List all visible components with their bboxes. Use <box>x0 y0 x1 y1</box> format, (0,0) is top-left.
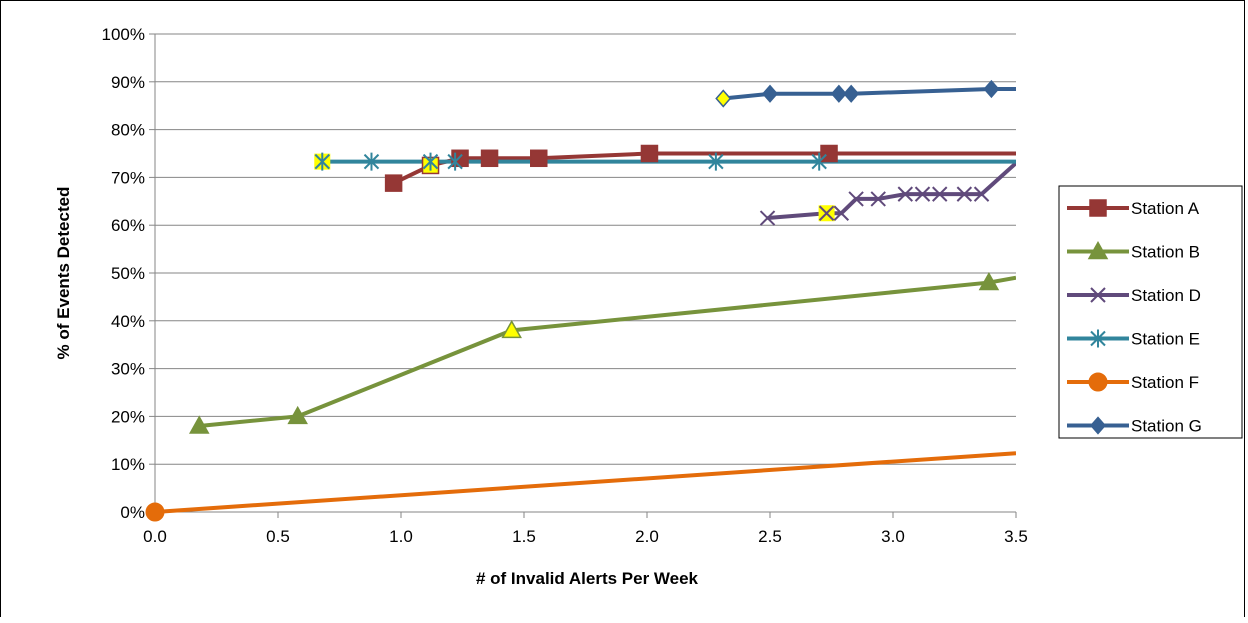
y-tick-label: 0% <box>120 503 145 522</box>
y-tick-label: 80% <box>111 121 145 140</box>
legend-label: Station A <box>1131 199 1200 218</box>
x-tick-label: 3.5 <box>1004 527 1028 546</box>
station-d-point <box>870 191 886 207</box>
station-d-point <box>956 186 973 202</box>
station-d-point <box>897 186 914 202</box>
station-e-point <box>447 152 463 171</box>
x-tick-label: 2.0 <box>635 527 659 546</box>
station-d-point <box>973 186 990 202</box>
y-tick-label: 10% <box>111 455 145 474</box>
x-tick-label: 1.0 <box>389 527 413 546</box>
y-tick-label: 40% <box>111 312 145 331</box>
legend-item-station-b: Station B <box>1067 240 1200 262</box>
legend: Station A Station B Station D Station E Stat… <box>1058 185 1243 439</box>
x-tick-label: 0.0 <box>143 527 167 546</box>
station-b-point <box>978 272 1000 291</box>
station-e-point <box>811 152 827 171</box>
legend-swatch-marker <box>1090 287 1106 303</box>
legend-item-station-f: Station F <box>1067 372 1199 392</box>
y-tick-label: 60% <box>111 216 145 235</box>
station-g-point <box>983 79 1000 99</box>
legend-label: Station B <box>1131 243 1200 262</box>
legend-swatch-marker <box>1087 240 1109 260</box>
station-f-point <box>145 502 165 522</box>
legend-item-station-d: Station D <box>1067 286 1201 305</box>
x-tick-label: 2.5 <box>758 527 782 546</box>
y-tick-label: 30% <box>111 360 145 379</box>
legend-swatch-marker <box>1090 329 1106 348</box>
legend-label: Station F <box>1131 373 1199 392</box>
station-g-point <box>715 89 732 108</box>
station-d-point <box>818 205 835 222</box>
station-d-point <box>833 205 850 221</box>
x-tick-label: 0.5 <box>266 527 290 546</box>
y-tick-label: 70% <box>111 168 145 187</box>
station-b-point <box>501 319 522 339</box>
station-g-point <box>830 84 847 103</box>
station-e-point <box>422 152 439 171</box>
station-e-point <box>314 152 331 171</box>
station-a-point <box>820 144 838 163</box>
station-e-point <box>708 152 724 171</box>
legend-swatch-marker <box>1089 199 1107 217</box>
station-e-point <box>363 152 380 171</box>
series-lines <box>155 86 1016 514</box>
station-d-point <box>759 210 776 226</box>
station-a-point <box>480 149 499 168</box>
legend-box <box>1058 185 1243 439</box>
legend-item-station-e: Station E <box>1067 329 1200 349</box>
y-tick-label: 90% <box>111 73 145 92</box>
x-axis-title: # of Invalid Alerts Per Week <box>476 569 699 588</box>
x-tick-label: 3.0 <box>881 527 905 546</box>
y-tick-label: 100% <box>102 25 145 44</box>
station-d-point <box>848 191 864 207</box>
station-a-point <box>530 149 548 168</box>
legend-item-station-g: Station G <box>1067 416 1202 436</box>
station-d-point <box>932 186 948 202</box>
station-a-point <box>640 144 659 163</box>
y-tick-label: 20% <box>111 407 145 426</box>
y-tick-label: 50% <box>111 264 145 283</box>
legend-label: Station E <box>1131 330 1200 349</box>
legend-item-station-a: Station A <box>1067 199 1200 218</box>
station-f-line <box>155 451 1016 514</box>
y-axis-title: % of Events Detected <box>54 187 73 360</box>
station-d-point <box>914 186 931 202</box>
legend-label: Station G <box>1131 417 1202 436</box>
station-b-line <box>199 275 1016 428</box>
station-b-point <box>188 415 210 434</box>
station-g-point <box>762 84 778 103</box>
axes: 0% 10% 20% 30% 40% 50% 60% 70% 80% 90% 100% 0.0 0.5 1… <box>102 25 1028 546</box>
station-g-point <box>843 84 860 103</box>
gridlines <box>155 33 1016 465</box>
series-markers <box>145 79 1000 522</box>
station-b-point <box>287 405 308 425</box>
legend-swatch-marker <box>1090 416 1106 435</box>
x-tick-label: 1.5 <box>512 527 536 546</box>
legend-swatch-marker <box>1088 372 1108 392</box>
station-a-point <box>384 174 403 192</box>
legend-label: Station D <box>1131 286 1201 305</box>
